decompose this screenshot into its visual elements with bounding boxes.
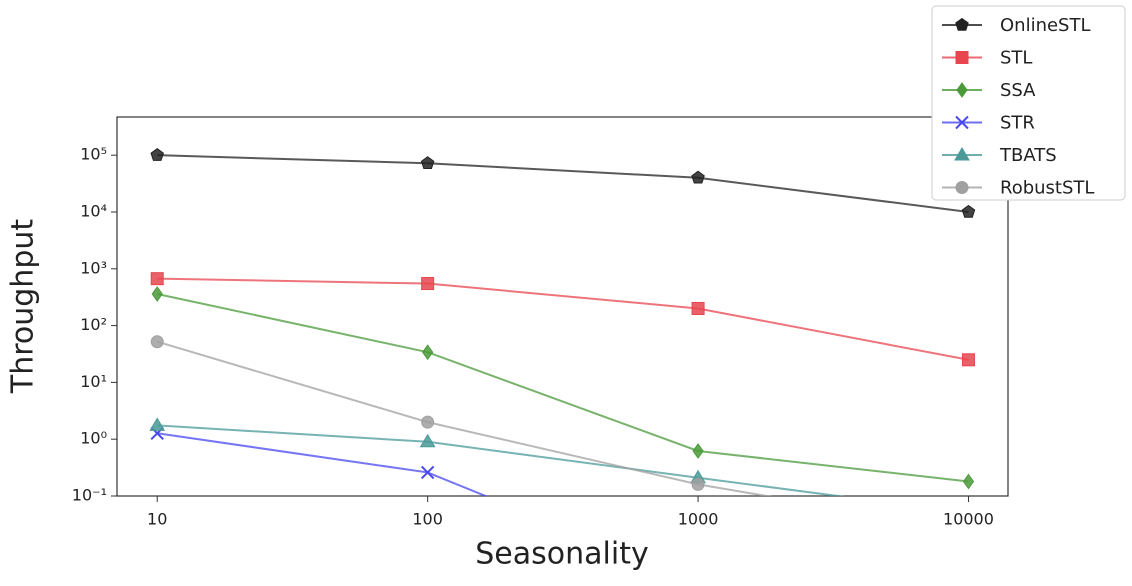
y-tick-label: 10¹ bbox=[80, 372, 107, 391]
data-point bbox=[691, 170, 705, 184]
data-point bbox=[691, 301, 705, 315]
legend-label: OnlineSTL bbox=[1000, 15, 1091, 36]
data-point bbox=[691, 477, 705, 491]
data-point bbox=[961, 204, 976, 218]
legend-marker bbox=[955, 115, 969, 130]
x-tick-label: 100 bbox=[412, 510, 443, 529]
data-point bbox=[149, 417, 166, 431]
y-tick-label: 10² bbox=[80, 315, 107, 334]
series-line bbox=[157, 293, 969, 483]
y-tick-label: 10⁴ bbox=[80, 201, 107, 220]
plot-frame bbox=[116, 116, 1009, 497]
legend-marker bbox=[955, 51, 969, 64]
legend-marker bbox=[955, 17, 969, 31]
data-point bbox=[422, 344, 434, 361]
y-axis-label: Throughput bbox=[6, 219, 41, 394]
legend-label: STL bbox=[1000, 48, 1032, 69]
legend-label: TBATS bbox=[999, 145, 1057, 166]
x-tick-label: 1000 bbox=[678, 510, 719, 529]
data-point bbox=[420, 156, 435, 170]
y-tick-label: 10³ bbox=[80, 258, 107, 277]
legend-box bbox=[931, 5, 1126, 201]
data-point bbox=[962, 473, 975, 490]
series-line bbox=[157, 154, 969, 213]
data-point bbox=[150, 335, 164, 349]
data-point bbox=[151, 286, 163, 302]
x-tick-label: 10000 bbox=[943, 510, 994, 529]
data-point bbox=[421, 277, 435, 291]
x-tick-label: 10 bbox=[147, 510, 167, 529]
series-line bbox=[156, 340, 773, 496]
series-line bbox=[157, 424, 846, 496]
legend-marker bbox=[954, 147, 970, 161]
data-point bbox=[421, 415, 435, 429]
data-point bbox=[150, 148, 164, 161]
data-point bbox=[420, 465, 435, 480]
data-point bbox=[692, 577, 704, 586]
legend-label: RobustSTL bbox=[1000, 178, 1094, 199]
y-tick-label: 10⁻¹ bbox=[72, 486, 107, 505]
data-point bbox=[150, 272, 164, 286]
y-tick-label: 10⁰ bbox=[80, 429, 107, 448]
data-point bbox=[692, 443, 704, 459]
data-point bbox=[419, 433, 436, 448]
data-point bbox=[961, 353, 975, 367]
legend-label: STR bbox=[1000, 113, 1035, 134]
y-tick-label: 10⁵ bbox=[80, 145, 107, 164]
legend-label: SSA bbox=[1000, 80, 1036, 101]
legend-marker bbox=[956, 82, 968, 98]
x-axis-label: Seasonality bbox=[475, 537, 648, 572]
legend-marker bbox=[955, 181, 969, 194]
plot-area bbox=[149, 148, 976, 586]
series-line bbox=[157, 277, 969, 361]
